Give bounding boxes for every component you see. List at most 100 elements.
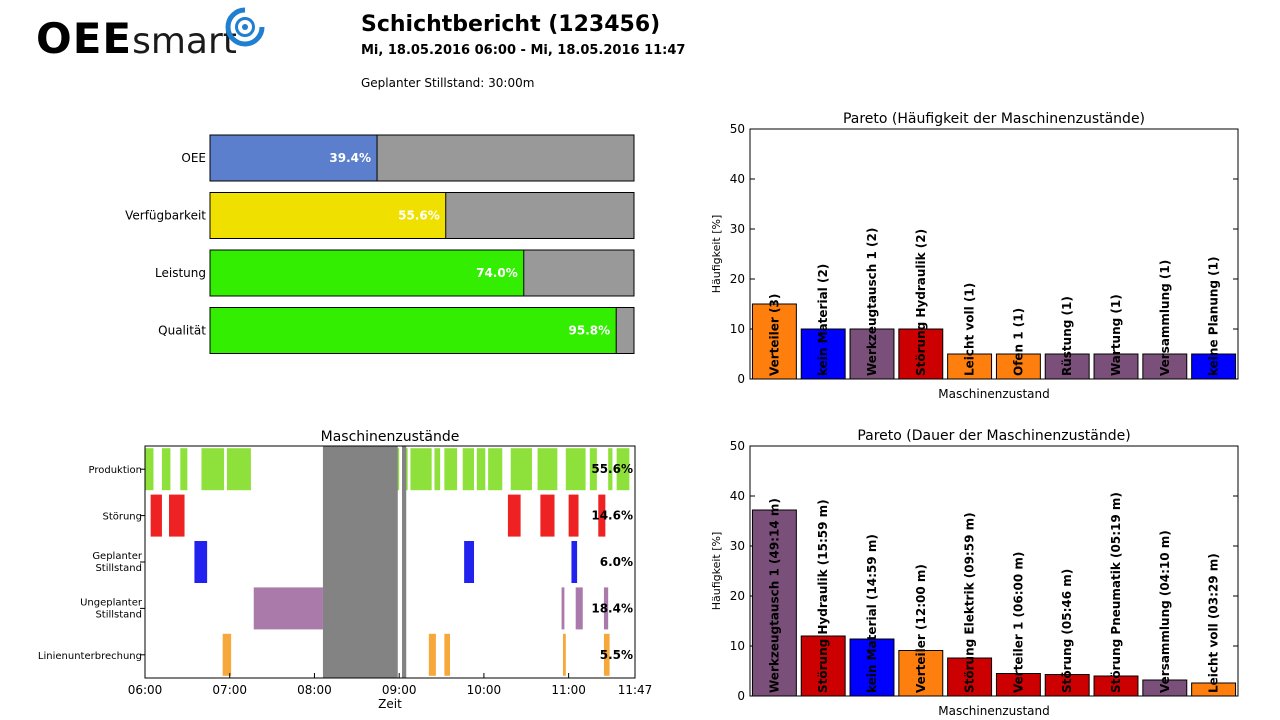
timeline-segment bbox=[598, 494, 606, 537]
pareto-frequency-bar-label: Versammlung (1) bbox=[1158, 260, 1172, 376]
kpi-value-label: 95.8% bbox=[569, 324, 611, 338]
timeline-row-percent: 5.5% bbox=[600, 648, 633, 662]
pareto-duration-xlabel: Maschinenzustand bbox=[938, 704, 1050, 718]
pareto-frequency-bar-label: Wartung (1) bbox=[1109, 294, 1123, 376]
pareto-duration-ytick-label: 30 bbox=[730, 539, 745, 553]
pareto-duration-bar bbox=[849, 638, 895, 697]
pareto-frequency-ytick-label: 0 bbox=[737, 372, 745, 386]
timeline-segment bbox=[169, 494, 185, 537]
pareto-frequency-bar-label: kein Material (2) bbox=[816, 264, 830, 376]
kpi-value-label: 55.6% bbox=[398, 209, 440, 223]
logo-bold-text: OEE bbox=[36, 14, 133, 63]
pareto-duration-bar-label: Verteiler 1 (06:00 m) bbox=[1011, 552, 1025, 693]
timeline-segment bbox=[589, 448, 597, 491]
timeline-row-label: Störung bbox=[102, 512, 142, 523]
pareto-duration-bar-label: Störung Pneumatik (05:19 m) bbox=[1109, 492, 1123, 693]
timeline-segment bbox=[562, 633, 566, 676]
pareto-frequency-bar-label: Leicht voll (1) bbox=[963, 283, 977, 376]
report-title: Schichtbericht (123456) bbox=[361, 12, 661, 37]
timeline-xtick-label: 11:00 bbox=[551, 683, 586, 697]
timeline-segment bbox=[428, 633, 436, 676]
logo-wordmark: OEEsmart bbox=[36, 18, 237, 60]
timeline-segment bbox=[575, 587, 583, 630]
oeesmart-logo: OEEsmart bbox=[36, 6, 276, 70]
pareto-frequency-ytick-label: 10 bbox=[730, 322, 745, 336]
pareto-duration-bar-label: Versammlung (04:10 m) bbox=[1158, 530, 1172, 693]
kpi-bar-frame bbox=[209, 134, 635, 182]
pareto-frequency-bar bbox=[1044, 353, 1090, 380]
kpi-bar-frame bbox=[209, 307, 635, 354]
timeline-segment bbox=[410, 448, 432, 491]
pareto-duration-bar-label: Verteiler (12:00 m) bbox=[914, 564, 928, 693]
kpi-bar bbox=[210, 135, 378, 181]
pareto-frequency-bar bbox=[898, 328, 944, 380]
timeline-xtick-label: 07:00 bbox=[212, 683, 247, 697]
kpi-bar-chart: OEE 39.4% Verfügbarkeit 55.6% Leistung 74.0% Q… bbox=[125, 134, 635, 354]
pareto-duration-chart: Pareto (Dauer der Maschinenzustände) Masc… bbox=[710, 428, 1239, 718]
timeline-segment bbox=[510, 448, 532, 491]
pareto-frequency-bar-label: keine Planung (1) bbox=[1207, 257, 1221, 377]
timeline-segment bbox=[444, 448, 458, 491]
pareto-frequency-bar bbox=[947, 353, 993, 380]
pareto-frequency-bar bbox=[849, 328, 895, 380]
timeline-segment bbox=[201, 448, 225, 491]
pareto-duration-bar bbox=[898, 650, 944, 697]
timeline-segment bbox=[434, 448, 441, 491]
kpi-bar bbox=[210, 192, 446, 239]
pareto-duration-bar-label: Werkzeugtausch 1 (49:14 m) bbox=[767, 498, 781, 693]
pareto-frequency-bar-label: Rüstung (1) bbox=[1060, 296, 1074, 376]
timeline-row-label: Ungeplanter bbox=[80, 597, 143, 608]
timeline-segment bbox=[603, 587, 609, 630]
timeline-gray-block bbox=[402, 446, 407, 678]
timeline-segment bbox=[226, 448, 251, 491]
kpi-value-label: 74.0% bbox=[476, 266, 518, 280]
pareto-duration-title: Pareto (Dauer der Maschinenzustände) bbox=[857, 428, 1130, 444]
timeline-xtick-label: 08:00 bbox=[297, 683, 332, 697]
timeline-xtick-label: 11:47 bbox=[618, 683, 653, 697]
pareto-frequency-bar bbox=[751, 303, 797, 380]
timeline-segment bbox=[145, 448, 154, 491]
machine-states-timeline: Maschinenzustände 55.6% Produktion 14.6% Stö… bbox=[38, 429, 653, 711]
pareto-frequency-bar bbox=[1142, 353, 1188, 380]
pareto-frequency-title: Pareto (Häufigkeit der Maschinenzustände… bbox=[843, 111, 1145, 127]
timeline-segment bbox=[222, 633, 232, 676]
pareto-duration-bar-label: Störung (05:46 m) bbox=[1060, 569, 1074, 693]
timeline-row-label: Linienunterbrechung bbox=[38, 651, 142, 662]
pareto-duration-ylabel: Häufigkeit [%] bbox=[710, 532, 723, 611]
timeline-xlabel: Zeit bbox=[378, 697, 402, 711]
timeline-segment bbox=[253, 587, 323, 630]
timeline-row-percent: 14.6% bbox=[591, 509, 633, 523]
pareto-duration-ytick-label: 0 bbox=[737, 689, 745, 703]
timeline-segment bbox=[462, 448, 475, 491]
timeline-segment bbox=[476, 448, 486, 491]
pareto-frequency-bar-label: Ofen 1 (1) bbox=[1011, 308, 1025, 376]
timeline-segment bbox=[488, 448, 503, 491]
timeline-gray-block bbox=[322, 446, 398, 678]
kpi-category-label: Leistung bbox=[155, 266, 206, 280]
kpi-bar-frame bbox=[209, 249, 635, 297]
logo-light-text: smart bbox=[132, 21, 237, 62]
pareto-frequency-ylabel: Häufigkeit [%] bbox=[710, 215, 723, 294]
timeline-segment bbox=[180, 448, 188, 491]
kpi-bar bbox=[210, 250, 524, 296]
timeline-segment bbox=[571, 541, 578, 583]
timeline-row-label: Produktion bbox=[89, 465, 143, 476]
timeline-frame bbox=[144, 445, 636, 679]
timeline-segment bbox=[161, 448, 171, 491]
pareto-duration-frame bbox=[749, 445, 1239, 697]
timeline-row-percent: 18.4% bbox=[591, 601, 633, 615]
timeline-segment bbox=[565, 448, 586, 491]
pareto-frequency-bar bbox=[800, 328, 846, 380]
pareto-duration-ytick-label: 10 bbox=[730, 639, 745, 653]
pareto-frequency-bar-label: Störung Hydraulik (2) bbox=[914, 229, 928, 376]
pareto-duration-bar-label: Leicht voll (03:29 m) bbox=[1207, 553, 1221, 693]
pareto-duration-bar-label: Störung Elektrik (09:59 m) bbox=[963, 512, 977, 693]
kpi-category-label: Qualität bbox=[158, 324, 206, 338]
timeline-row-label: Geplanter bbox=[92, 551, 143, 562]
pareto-frequency-bar bbox=[1191, 353, 1237, 380]
kpi-bar bbox=[210, 307, 617, 354]
timeline-row-percent: 6.0% bbox=[600, 555, 633, 569]
timeline-segment bbox=[464, 541, 475, 583]
planned-downtime-text: Geplanter Stillstand: 30:00m bbox=[361, 76, 535, 90]
kpi-value-label: 39.4% bbox=[329, 151, 371, 165]
